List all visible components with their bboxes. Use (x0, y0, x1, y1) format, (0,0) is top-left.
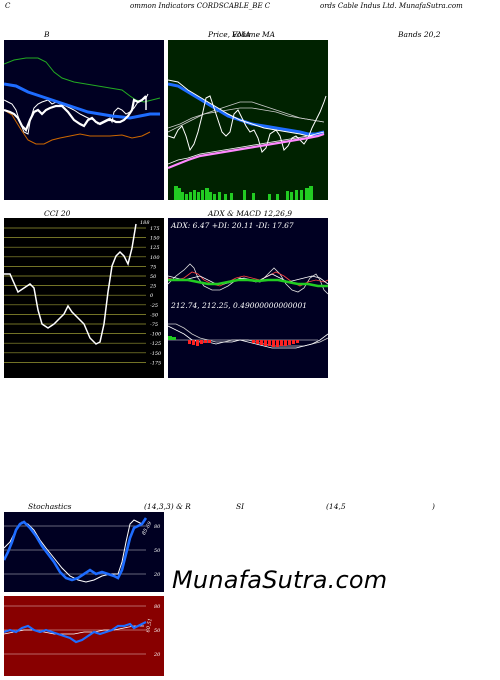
stoch-label-left: Stochastics (28, 502, 72, 511)
cci-tick-label: -100 (150, 332, 162, 338)
cci-tick-label: 150 (150, 236, 160, 242)
adx-macd-label: ADX & MACD 12,26,9 (208, 209, 293, 218)
macd-panel: 212.74, 212.25, 0.49000000000001 (168, 298, 328, 378)
stoch-tick-50: 50 (154, 548, 161, 554)
rsi-panel: 80 50 20 60.51 (4, 596, 164, 676)
munafasutra-watermark: MunafaSutra.com (172, 566, 388, 594)
stoch-tick-80: 80 (154, 524, 161, 530)
cci-tick-label: 100 (150, 255, 160, 261)
bollinger-label-left: B (44, 30, 50, 39)
adx-values-text: ADX: 6.47 +DI: 20.11 -DI: 17.67 (170, 221, 294, 230)
adx-panel: ADX: 6.47 +DI: 20.11 -DI: 17.67 (168, 218, 328, 298)
macd-histogram-red (188, 340, 299, 347)
stoch-label-mid: (14,3,3) & R (144, 502, 191, 511)
cci-tick-label: -150 (150, 351, 162, 357)
bollinger-panel (4, 40, 164, 200)
cci-tick-labels: 175 150 125 100 75 50 25 0 -25 -50 -75 -100 -125 -150… (149, 226, 162, 366)
cci-tick-label: 0 (150, 293, 154, 299)
price-close-line (168, 95, 327, 153)
stoch-k-line (4, 517, 148, 582)
macd-histogram-green (168, 336, 176, 340)
stoch-tick-20: 20 (153, 572, 161, 578)
cci-tick-label: -25 (150, 303, 158, 309)
price-ma-line-b (168, 107, 325, 129)
cci-tick-label: -50 (150, 312, 159, 318)
rsi-tick-20: 20 (153, 652, 161, 658)
rsi-tick-50: 50 (154, 628, 161, 634)
volume-bars (174, 186, 313, 200)
cci-tick-label: 50 (150, 274, 157, 280)
bollinger-ema (4, 93, 149, 135)
cci-tick-label: -75 (150, 322, 158, 328)
bollinger-lower-band (4, 109, 151, 145)
bollinger-label-right: Bands 20,2 (398, 30, 441, 39)
rsi-value-label: 60.51 (145, 618, 153, 633)
bollinger-middle-band (4, 82, 160, 120)
header-indicators-title: ommon Indicators CORDSCABLE_BE C (130, 2, 271, 10)
macd-values-text-visible: 212.74, 212.25, 0.49000000000001 (170, 301, 307, 310)
price-sma-white (168, 131, 325, 165)
adx-line (168, 278, 328, 288)
cci-value-label: 188 (140, 220, 150, 226)
cci-tick-label: 175 (150, 226, 160, 232)
cci-panel: 175 150 125 100 75 50 25 0 -25 -50 -75 -100 -125 -150… (4, 218, 164, 378)
cci-label: CCI 20 (44, 209, 71, 218)
price-label-a: Price, (208, 30, 231, 39)
bollinger-upper-band (4, 57, 161, 103)
cci-tick-label: -175 (150, 360, 161, 366)
header-initial: C (5, 2, 11, 10)
price-sma-pink (168, 132, 325, 170)
cci-tick-label: 125 (150, 245, 160, 251)
rsi-label-si: SI (236, 502, 245, 511)
price-panel (168, 40, 328, 200)
rsi-line (4, 621, 147, 644)
cci-tick-label: 75 (150, 264, 156, 270)
rsi-tick-80: 80 (154, 604, 161, 610)
rsi-signal-line (4, 625, 144, 635)
price-label-b: Volume (232, 30, 261, 39)
price-label-c: MA (262, 30, 276, 39)
cci-tick-label: -125 (150, 341, 161, 347)
price-ma-line-a (168, 101, 325, 133)
stochastics-panel: 80 50 20 85.69 (4, 512, 164, 592)
price-label-overlap: EMA (232, 30, 251, 39)
cci-tick-label: 25 (149, 284, 156, 290)
price-ema-white (168, 79, 325, 137)
header-company-title: ords Cable Indus Ltd. MunafaSutra.com (320, 2, 463, 10)
cci-line (4, 223, 137, 345)
bollinger-price-line (4, 95, 147, 132)
cci-gridlines (4, 227, 146, 363)
rsi-label-right: (14,5 (326, 502, 346, 511)
rsi-label-paren: ) (432, 502, 435, 511)
